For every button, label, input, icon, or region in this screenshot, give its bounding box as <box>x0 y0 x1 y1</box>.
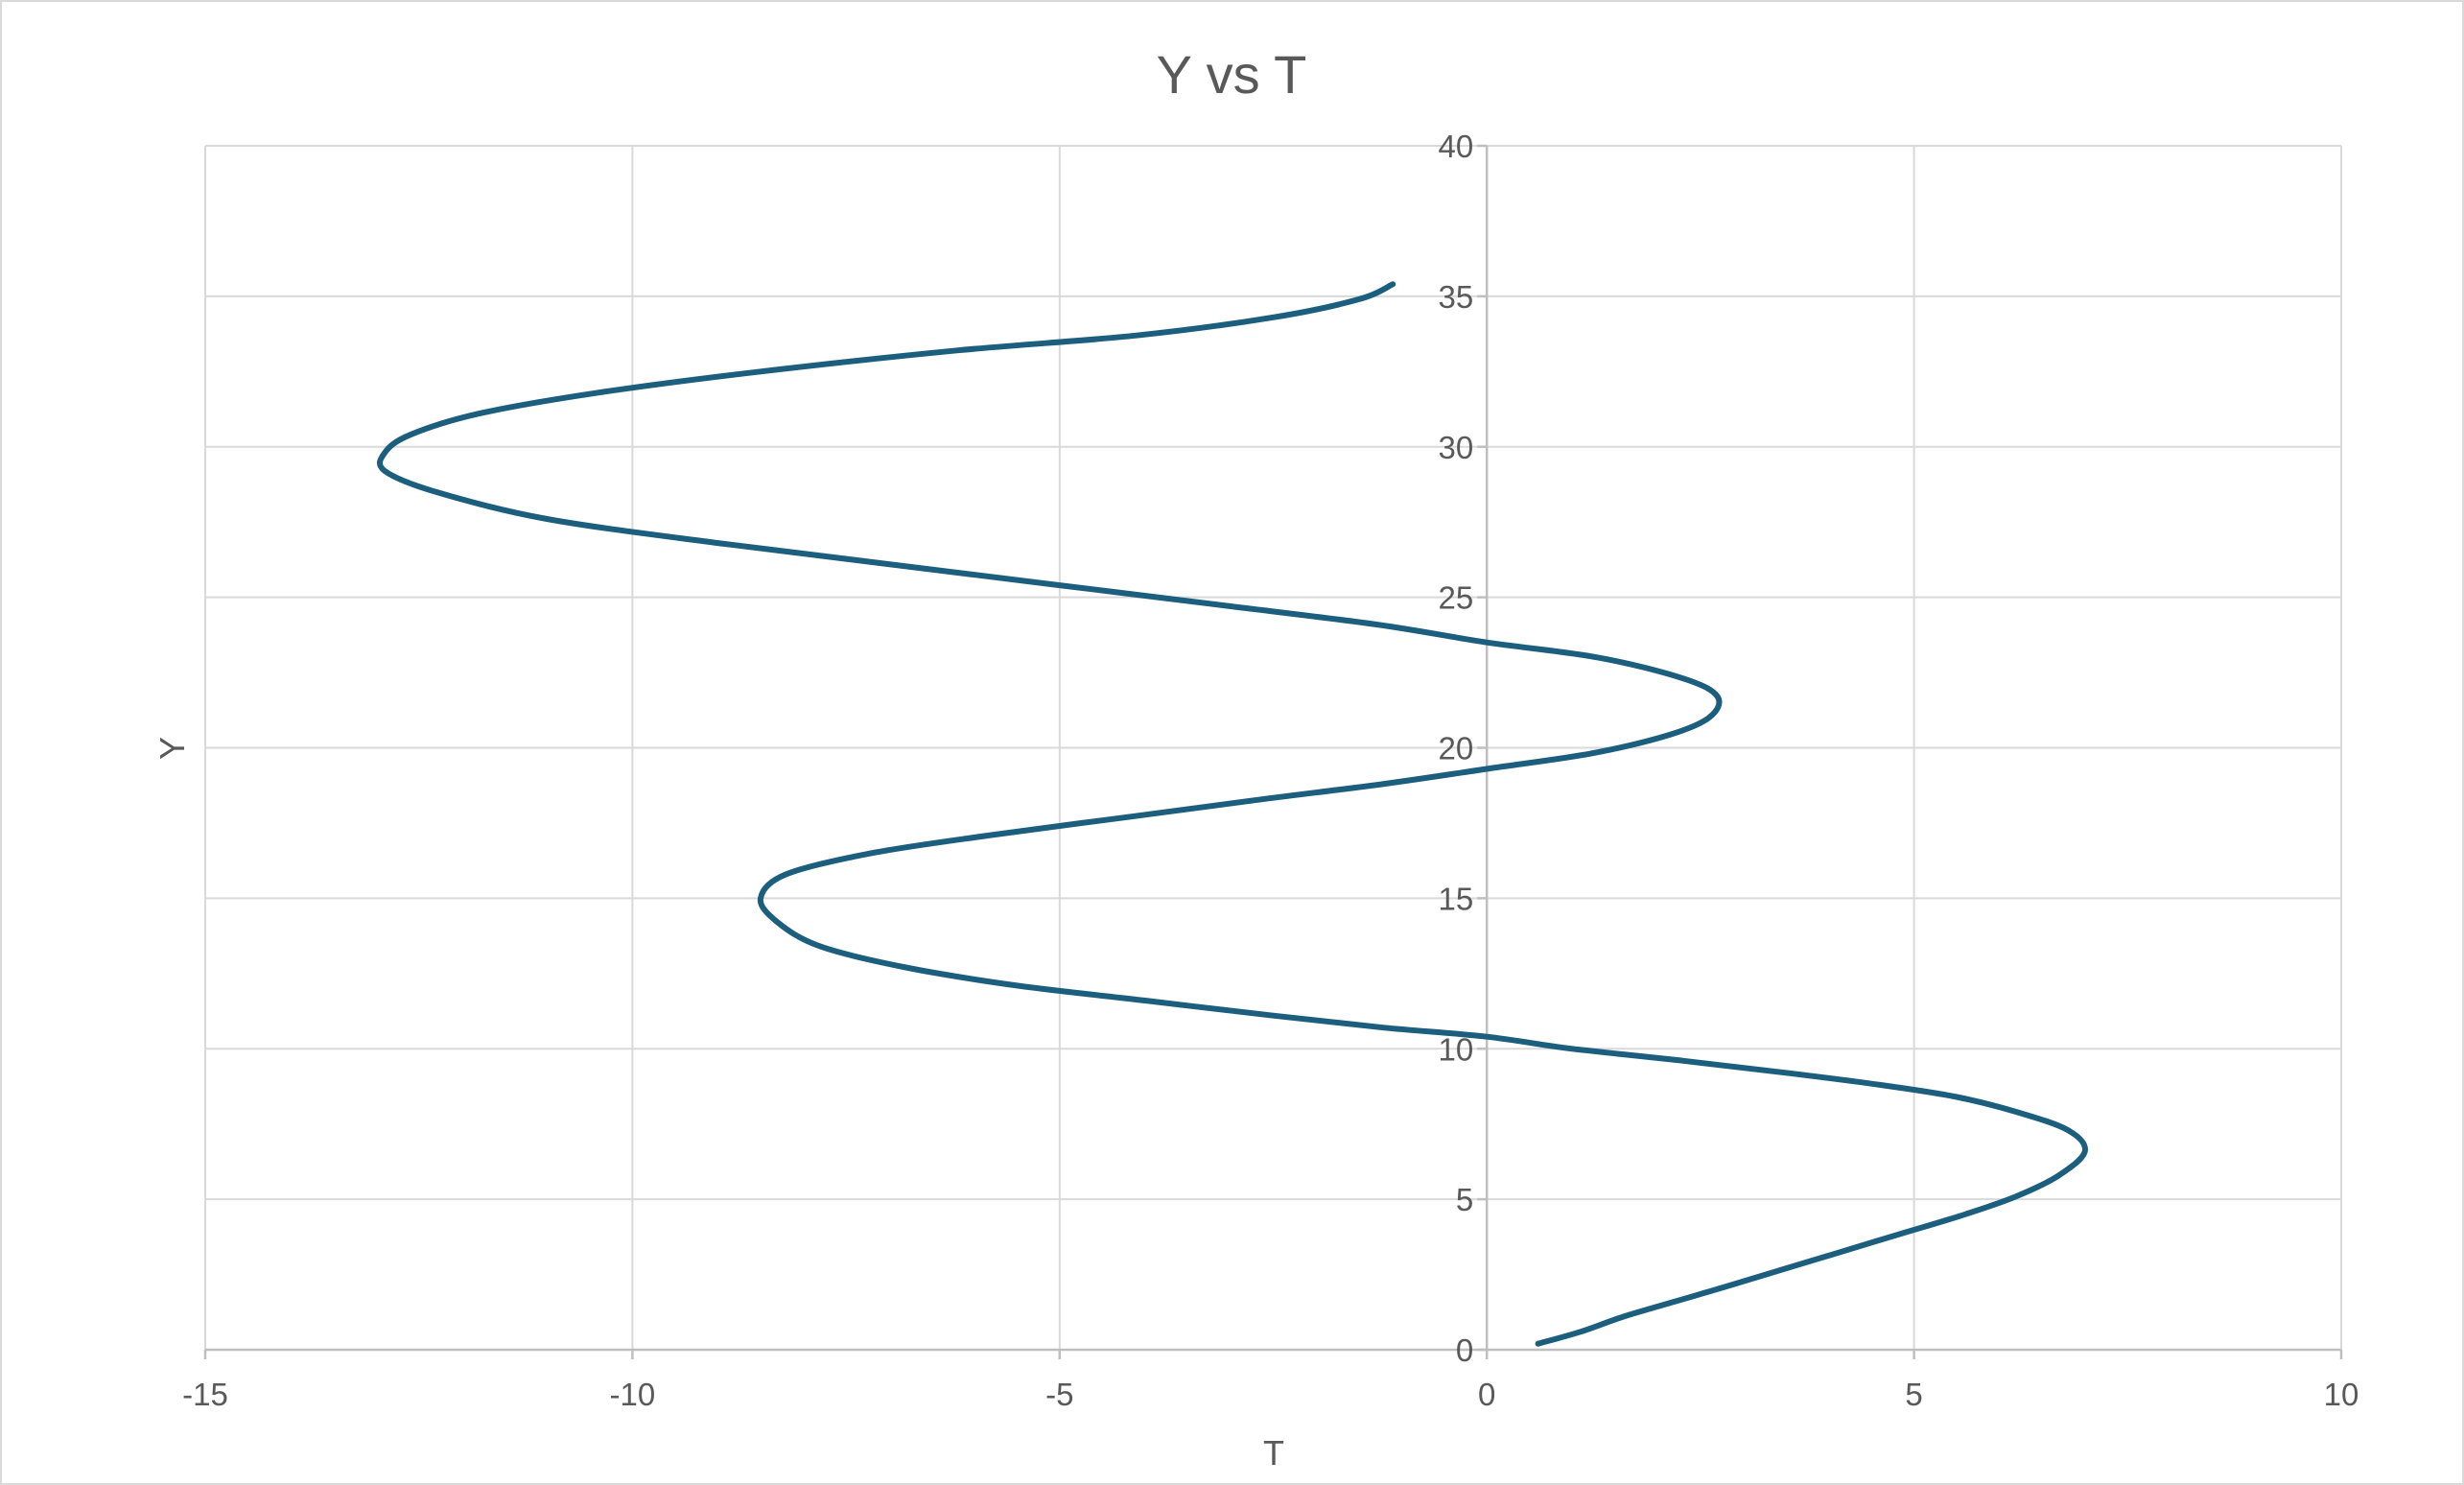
x-tick-label: -5 <box>1045 1377 1073 1412</box>
y-tick-label: 0 <box>1456 1332 1473 1368</box>
x-tick-label: 0 <box>1478 1377 1495 1412</box>
y-tick-label: 25 <box>1438 580 1473 616</box>
y-tick-label: 30 <box>1438 430 1473 465</box>
x-tick-label: 5 <box>1905 1377 1922 1412</box>
y-tick-label: 40 <box>1438 129 1473 164</box>
gridlines <box>204 145 2342 1350</box>
tick-labels: -15 -10 -5 0 5 10 0 5 10 15 20 25 30 35 40 <box>182 129 2358 1412</box>
chart-title: Y vs T <box>1157 44 1307 105</box>
x-axis-title: T <box>1263 1433 1284 1473</box>
y-axis-title: Y <box>153 737 192 760</box>
x-tick-label: -15 <box>182 1377 228 1412</box>
y-tick-label: 10 <box>1438 1031 1473 1067</box>
plot-series <box>377 281 2088 1347</box>
y-tick-label: 5 <box>1456 1182 1473 1217</box>
series-line <box>377 281 2088 1347</box>
y-tick-label: 20 <box>1438 731 1473 766</box>
y-tick-label: 15 <box>1438 881 1473 916</box>
y-tick-label: 35 <box>1438 279 1473 315</box>
x-tick-label: -10 <box>610 1377 656 1412</box>
x-tick-label: 10 <box>2324 1377 2359 1412</box>
axes <box>203 144 2343 1359</box>
